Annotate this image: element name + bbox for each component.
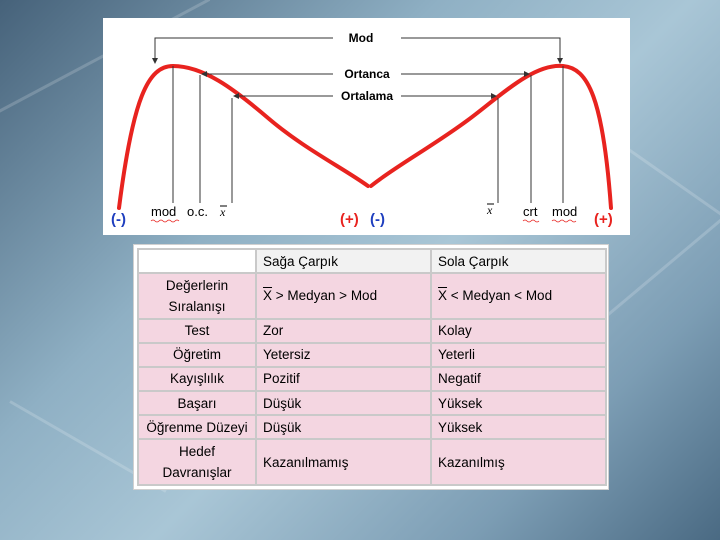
row-label: Öğretim (137, 341, 257, 368)
row-right-skew-value: Kazanılmamış (255, 438, 432, 486)
table-row: Öğretim Yetersiz Yeterli (137, 341, 607, 368)
arrowhead (152, 58, 158, 64)
oc-left-label: o.c. (187, 204, 208, 219)
crt-right-label: crt (523, 204, 538, 219)
row-right-skew-value: Pozitif (255, 365, 432, 393)
row-label: Test (137, 317, 257, 344)
xbar-symbol: X (438, 288, 448, 304)
row-right-skew-value: X > Medyan > Mod (255, 272, 432, 320)
order-text: > Medyan > Mod (272, 288, 378, 304)
xbar-right-label: x (486, 203, 493, 217)
row-left-skew-value: Kazanılmış (430, 438, 607, 486)
row-left-skew-value: Negatif (430, 365, 607, 393)
row-left-skew-value: X < Medyan < Mod (430, 272, 607, 320)
table-row: Öğrenme Düzeyi Düşük Yüksek (137, 414, 607, 441)
table-header-blank (137, 247, 257, 275)
positive-sign-mid: (+) (340, 211, 359, 228)
arrowhead (557, 58, 563, 64)
spell-underline (551, 219, 577, 223)
row-left-skew-value: Yüksek (430, 414, 607, 441)
comparison-table-panel: Sağa Çarpık Sola Çarpık Değerlerin Sıral… (133, 244, 609, 490)
negative-sign-mid: (-) (370, 211, 385, 228)
skewness-chart-panel: Mod Ortanca Ortalama (-) mod o.c. x (+) … (103, 18, 630, 235)
skewness-comparison-table: Sağa Çarpık Sola Çarpık Değerlerin Sıral… (137, 247, 607, 486)
row-label: Değerlerin Sıralanışı (137, 272, 257, 320)
row-right-skew-value: Yetersiz (255, 341, 432, 368)
row-right-skew-value: Düşük (255, 389, 432, 417)
row-left-skew-value: Yeterli (430, 341, 607, 368)
table-header-row: Sağa Çarpık Sola Çarpık (137, 247, 607, 275)
row-label: Kayışlılık (137, 365, 257, 393)
table-row: Değerlerin Sıralanışı X > Medyan > Mod X… (137, 272, 607, 320)
spell-underline (150, 219, 180, 223)
table-row: Kayışlılık Pozitif Negatif (137, 365, 607, 393)
row-label: Öğrenme Düzeyi (137, 414, 257, 441)
skewness-diagram: Mod Ortanca Ortalama (-) mod o.c. x (+) … (111, 31, 613, 228)
row-right-skew-value: Zor (255, 317, 432, 344)
arrowhead (233, 93, 239, 99)
mod-leader (154, 37, 333, 62)
mod-right-label: mod (552, 204, 577, 219)
arrowhead (491, 93, 497, 99)
arrowhead (201, 71, 207, 77)
table-header-left-skew: Sola Çarpık (430, 247, 607, 275)
xbar-left-label: x (219, 205, 226, 219)
table-header-right-skew: Sağa Çarpık (255, 247, 432, 275)
row-right-skew-value: Düşük (255, 414, 432, 441)
table-row: Hedef Davranışlar Kazanılmamış Kazanılmı… (137, 438, 607, 486)
arrowhead (524, 71, 530, 77)
ortanca-label: Ortanca (344, 67, 390, 81)
row-label: Hedef Davranışlar (137, 438, 257, 486)
table-row: Başarı Düşük Yüksek (137, 389, 607, 417)
distribution-curve (117, 63, 613, 210)
mod-leader-right (401, 37, 561, 62)
ortalama-label: Ortalama (341, 89, 393, 103)
row-left-skew-value: Yüksek (430, 389, 607, 417)
row-label: Başarı (137, 389, 257, 417)
row-left-skew-value: Kolay (430, 317, 607, 344)
negative-sign-left: (-) (111, 211, 126, 228)
table-row: Test Zor Kolay (137, 317, 607, 344)
xbar-symbol: X (263, 288, 273, 304)
mod-label: Mod (349, 31, 374, 45)
positive-sign-right: (+) (594, 211, 613, 228)
order-text: < Medyan < Mod (447, 288, 553, 304)
spell-underline (522, 219, 540, 223)
mod-left-label: mod (151, 204, 176, 219)
